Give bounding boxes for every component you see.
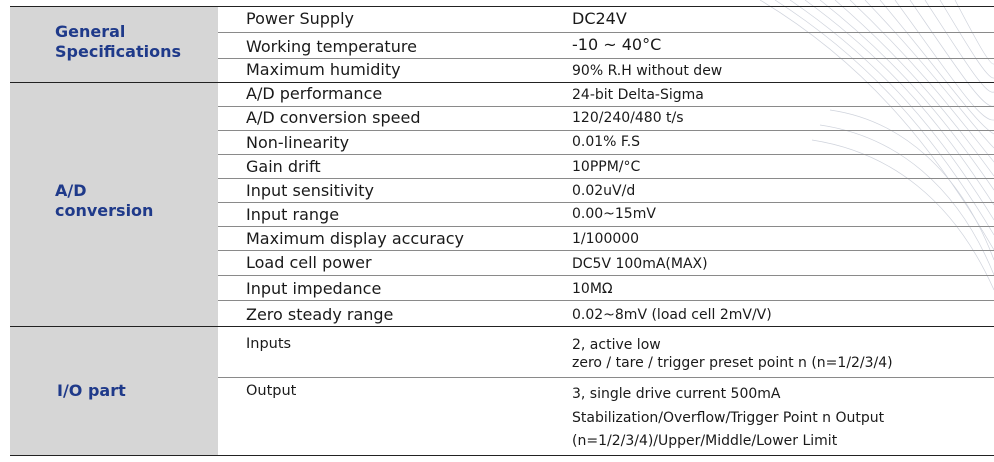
- row-label: Non-linearity: [246, 133, 350, 152]
- row-value: zero / tare / trigger preset point n (n=…: [572, 355, 893, 371]
- row-divider: [218, 202, 994, 203]
- row-label: Inputs: [246, 336, 292, 352]
- row-value: DC5V 100mA(MAX): [572, 256, 708, 272]
- row-divider: [218, 154, 994, 155]
- row-label: Power Supply: [246, 9, 354, 28]
- row-value: 0.02~8mV (load cell 2mV/V): [572, 307, 772, 323]
- row-divider: [218, 300, 994, 301]
- row-value: Stabilization/Overflow/Trigger Point n O…: [572, 410, 885, 426]
- category-label-ad: A/D conversion: [55, 181, 153, 221]
- row-value: 0.00~15mV: [572, 206, 656, 222]
- category-line: I/O part: [57, 381, 126, 400]
- category-label-general: General Specifications: [55, 22, 181, 62]
- category-cell-ad: [10, 83, 218, 326]
- row-value: 2, active low: [572, 337, 661, 353]
- row-divider: [218, 377, 994, 378]
- row-label: Output: [246, 383, 297, 399]
- row-label: Working temperature: [246, 37, 417, 56]
- category-line: conversion: [55, 201, 154, 220]
- row-value: (n=1/2/3/4)/Upper/Middle/Lower Limit: [572, 433, 838, 449]
- category-line: A/D: [55, 181, 87, 200]
- row-value: 3, single drive current 500mA: [572, 386, 781, 402]
- row-label: Maximum display accuracy: [246, 229, 465, 248]
- row-value: 1/100000: [572, 231, 640, 247]
- section-divider: [10, 82, 994, 83]
- section-divider: [10, 326, 994, 327]
- category-line: General: [55, 22, 126, 41]
- category-cell-general: [10, 7, 218, 82]
- row-value: 0.02uV/d: [572, 183, 636, 199]
- category-line: Specifications: [55, 42, 181, 61]
- row-divider: [218, 58, 994, 59]
- row-value: 10PPM/°C: [572, 159, 641, 175]
- table-bottom-border: [10, 455, 994, 456]
- row-label: A/D performance: [246, 84, 383, 103]
- row-value: DC24V: [572, 9, 627, 28]
- row-value: 10MΩ: [572, 281, 613, 297]
- row-value: 24-bit Delta-Sigma: [572, 87, 704, 103]
- category-cell-io: [10, 327, 218, 455]
- row-label: Zero steady range: [246, 305, 394, 324]
- row-divider: [218, 178, 994, 179]
- row-divider: [218, 226, 994, 227]
- row-label: Input sensitivity: [246, 181, 374, 200]
- row-label: A/D conversion speed: [246, 108, 421, 127]
- row-divider: [218, 275, 994, 276]
- row-label: Gain drift: [246, 157, 321, 176]
- row-value: -10 ~ 40°C: [572, 35, 662, 54]
- row-label: Input impedance: [246, 279, 382, 298]
- row-label: Load cell power: [246, 253, 372, 272]
- row-divider: [218, 130, 994, 131]
- row-divider: [218, 106, 994, 107]
- table-top-border: [10, 6, 994, 7]
- row-divider: [218, 250, 994, 251]
- row-label: Maximum humidity: [246, 60, 401, 79]
- row-value: 0.01% F.S: [572, 134, 641, 150]
- row-value: 90% R.H without dew: [572, 63, 723, 79]
- row-divider: [218, 32, 994, 33]
- category-label-io: I/O part: [57, 381, 126, 401]
- row-label: Input range: [246, 205, 340, 224]
- row-value: 120/240/480 t/s: [572, 110, 684, 126]
